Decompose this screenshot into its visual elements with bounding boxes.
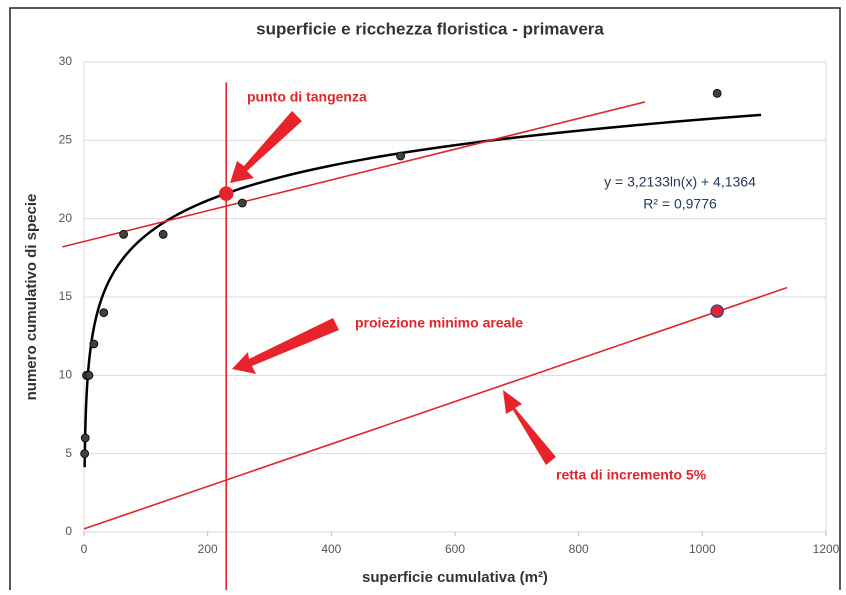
x-tick-label: 800 [569, 542, 589, 556]
y-tick-label: 15 [59, 289, 73, 303]
x-axis-label: superficie cumulativa (m²) [362, 569, 548, 586]
data-point [84, 370, 94, 380]
data-point [158, 229, 168, 239]
arrow [503, 390, 556, 465]
data-point [119, 229, 128, 239]
trendline-equation: y = 3,2133ln(x) + 4,1364 [604, 174, 756, 190]
annotation: punto di tangenza [247, 89, 367, 105]
marks: 0 5 10 15 20 25 30 0 200 400 600 800 1000 1200 [59, 54, 840, 590]
arrows [230, 111, 556, 465]
data-point [99, 308, 109, 318]
annotation-line [62, 101, 646, 248]
y-tick-label: 20 [59, 211, 73, 225]
frame [9, 7, 841, 595]
annotation: retta di incremento 5% [556, 467, 707, 483]
trendline-r2: R² = 0,9776 [643, 196, 717, 212]
y-tick-label: 5 [65, 446, 72, 460]
highlight-point [218, 186, 234, 201]
y-tick-label: 0 [65, 524, 72, 538]
y-axis-label: numero cumulativo di specie [23, 194, 40, 401]
data-point [396, 151, 405, 161]
data-point [712, 88, 722, 98]
data-point [80, 449, 90, 459]
x-tick-label: 0 [81, 542, 88, 556]
x-tick-label: 1200 [813, 542, 840, 556]
data-point [237, 198, 247, 208]
y-tick-label: 25 [59, 133, 73, 147]
arrow [232, 318, 339, 374]
data-point [89, 339, 99, 349]
x-tick-label: 1000 [689, 542, 716, 556]
x-tick-label: 600 [445, 542, 465, 556]
data-point [80, 433, 90, 443]
arrow [230, 111, 302, 183]
annotation: proiezione minimo areale [355, 315, 523, 331]
y-tick-label: 30 [59, 54, 73, 68]
highlight-point [710, 304, 724, 318]
chart-title: superficie e ricchezza floristica - prim… [256, 19, 604, 38]
annotation-line [83, 286, 788, 530]
x-tick-label: 400 [321, 542, 341, 556]
x-tick-label: 200 [198, 542, 218, 556]
trendline [83, 113, 762, 468]
y-tick-label: 10 [59, 368, 73, 382]
